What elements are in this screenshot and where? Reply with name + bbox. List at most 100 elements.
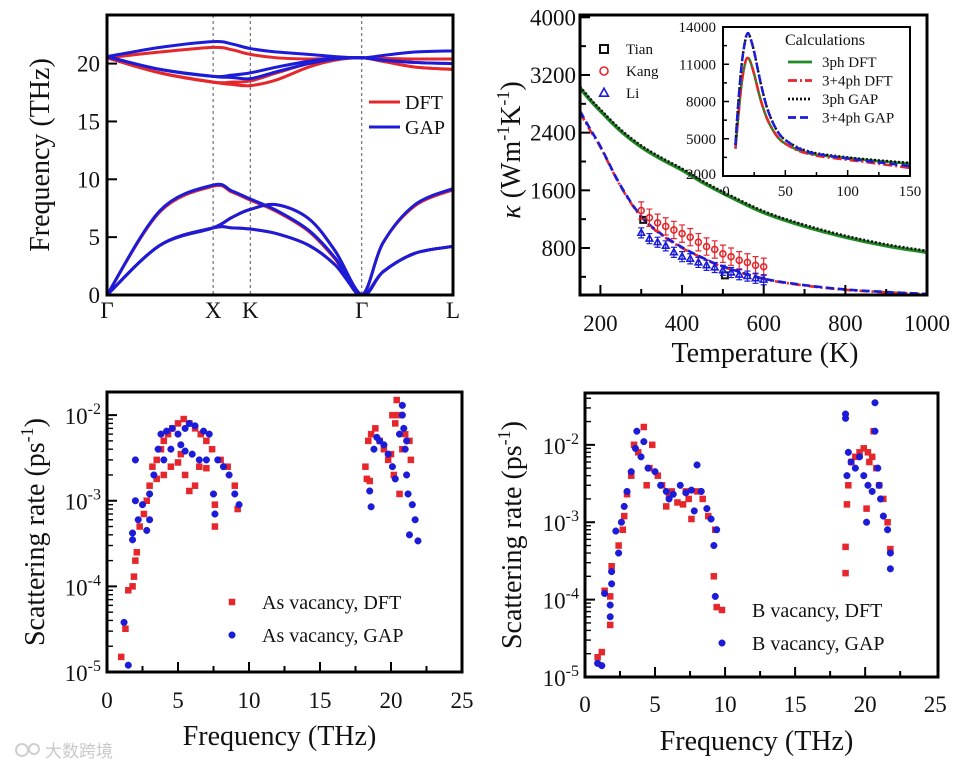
triangle-marker	[636, 227, 646, 237]
circle-marker	[662, 487, 670, 495]
square-marker	[643, 482, 650, 489]
square-marker	[685, 495, 692, 503]
y-tick-exponent: -2	[88, 401, 101, 418]
square-marker	[598, 648, 606, 656]
circle-marker	[608, 568, 616, 576]
circle-marker	[670, 226, 678, 234]
inset-x-tick-label: 50	[778, 184, 793, 200]
circle-marker	[367, 503, 375, 511]
x-tick-label: L	[446, 298, 460, 323]
x-tick-label: 10	[714, 692, 737, 717]
triangle-marker	[677, 251, 687, 260]
circle-marker	[606, 601, 614, 609]
y-tick-base: 10	[65, 575, 88, 600]
square-marker	[842, 543, 849, 551]
y-label-text: Scattering rate (ps	[20, 442, 51, 646]
circle-marker	[710, 541, 718, 550]
error-bar	[752, 256, 759, 275]
x-axis-label: Frequency (THz)	[183, 721, 377, 752]
circle-marker	[398, 411, 406, 419]
square-marker	[365, 437, 372, 445]
y-label-close: )	[20, 418, 51, 427]
circle-marker	[693, 461, 701, 469]
circle-marker	[719, 249, 727, 258]
triangle-marker	[644, 233, 655, 242]
legend-label: B vacancy, DFT	[752, 600, 882, 622]
y-label-close: )	[497, 421, 528, 430]
y-tick-base: 10	[543, 511, 566, 536]
square-marker	[140, 510, 148, 518]
circle-marker	[615, 549, 623, 557]
square-marker	[143, 497, 151, 504]
square-marker	[868, 453, 876, 461]
legend-label: GAP	[405, 117, 445, 139]
y-tick-label: 10-4	[65, 572, 101, 600]
plot-frame	[105, 13, 455, 297]
y-axis-label: κ (Wm-1K-1)	[493, 81, 527, 219]
circle-marker	[751, 261, 760, 270]
y-tick-label: 800	[542, 236, 577, 261]
square-marker	[180, 415, 187, 423]
circle-marker	[134, 516, 142, 524]
y-tick-label: 4000	[530, 5, 576, 30]
square-marker	[648, 441, 656, 449]
square-marker	[203, 464, 210, 472]
square-marker	[136, 523, 143, 530]
circle-marker	[637, 206, 646, 215]
x-tick-label: 10	[238, 688, 261, 713]
y-axis-label: Frequency (THz)	[25, 58, 56, 252]
square-marker	[174, 420, 182, 427]
circle-marker	[380, 441, 388, 449]
square-marker	[366, 477, 373, 485]
legend-label: As vacancy, DFT	[262, 592, 401, 614]
square-marker	[149, 463, 156, 470]
square-marker	[384, 456, 392, 464]
circle-marker	[214, 456, 222, 464]
circle-marker	[697, 487, 705, 495]
square-marker	[688, 515, 695, 523]
square-marker	[860, 445, 868, 452]
square-marker	[396, 490, 403, 498]
triangle-marker	[598, 86, 610, 97]
circle-marker	[154, 445, 162, 453]
square-marker	[191, 482, 199, 489]
y-label-exponent: -1	[494, 430, 514, 445]
circle-marker	[645, 213, 654, 222]
x-tick-label: 200	[583, 311, 618, 336]
y-label-text: Scattering rate (ps	[497, 445, 528, 649]
square-marker	[845, 482, 852, 489]
circle-marker	[860, 472, 868, 480]
circle-marker	[157, 430, 165, 438]
circle-marker	[710, 245, 719, 254]
triangle-marker	[750, 273, 761, 282]
kappa-symbol: κ	[496, 205, 527, 219]
circle-marker	[637, 453, 645, 461]
y-tick-exponent: -4	[88, 572, 101, 589]
circle-marker	[678, 229, 686, 238]
circle-marker	[129, 529, 137, 537]
y-tick-label: 10-2	[65, 401, 101, 429]
error-bar	[736, 251, 743, 270]
circle-marker	[209, 490, 218, 498]
inset-legend-label: 3ph GAP	[822, 92, 878, 108]
legend-label: Tian	[626, 42, 653, 58]
circle-marker	[225, 471, 233, 479]
square-marker	[393, 396, 400, 404]
circle-marker	[856, 453, 864, 461]
y-label-exponent: -1	[493, 91, 513, 106]
plot-frame	[578, 13, 929, 297]
error-bar	[760, 257, 767, 276]
x-tick-label: 20	[854, 692, 877, 717]
circle-marker	[847, 458, 855, 466]
error-bar	[638, 201, 645, 220]
circle-marker	[874, 464, 882, 472]
band-dft-branch-3	[107, 183, 453, 295]
inset-curve-3ph-gap	[734, 31, 910, 165]
square-marker	[181, 471, 189, 479]
curve-3-4ph-gap	[580, 110, 927, 295]
circle-marker	[703, 505, 711, 513]
inset-x-tick-label: 0	[722, 184, 730, 200]
